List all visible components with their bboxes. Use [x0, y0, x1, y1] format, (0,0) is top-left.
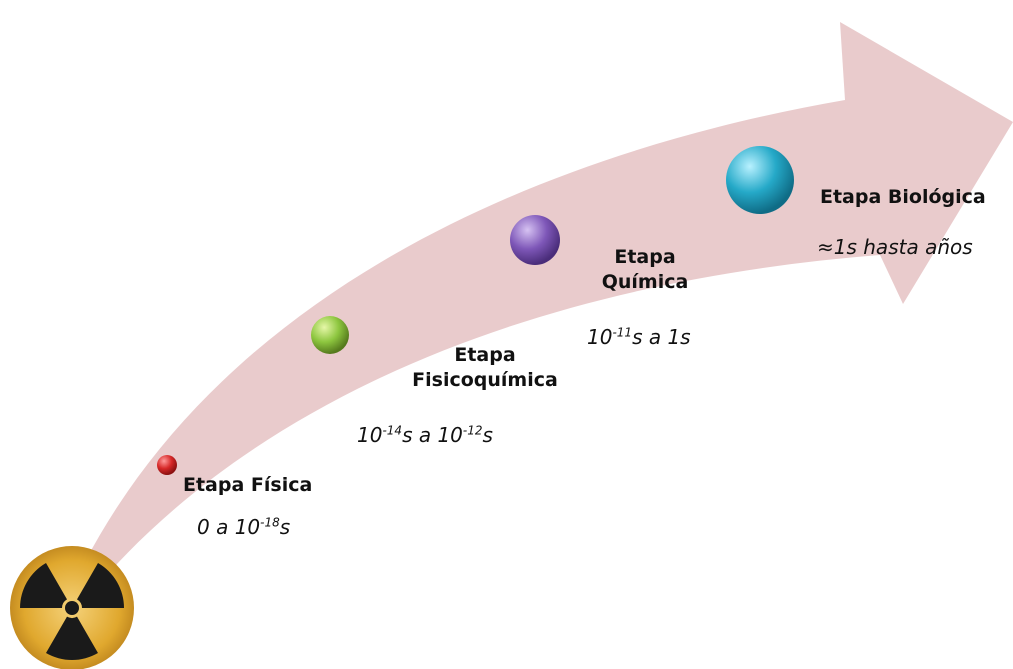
- stage-4-time: ≈1s hasta años: [817, 235, 973, 259]
- stage-3-sphere: [510, 215, 560, 265]
- stage-2-title: Etapa Fisicoquímica: [412, 344, 558, 391]
- stage-4-sphere: [726, 146, 794, 214]
- stage-3-time: 10-11s a 1s: [587, 325, 691, 349]
- stage-1-title: Etapa Física: [183, 474, 313, 496]
- stage-3-title: Etapa Química: [601, 246, 689, 293]
- radiation-trefoil-icon: [10, 546, 134, 669]
- stage-2-time: 10-14s a 10-12s: [357, 423, 493, 447]
- stage-1-time: 0 a 10-18s: [197, 515, 291, 539]
- stage-2-sphere: [311, 316, 349, 354]
- stage-1-sphere: [157, 455, 177, 475]
- stage-4-title: Etapa Biológica: [820, 186, 986, 208]
